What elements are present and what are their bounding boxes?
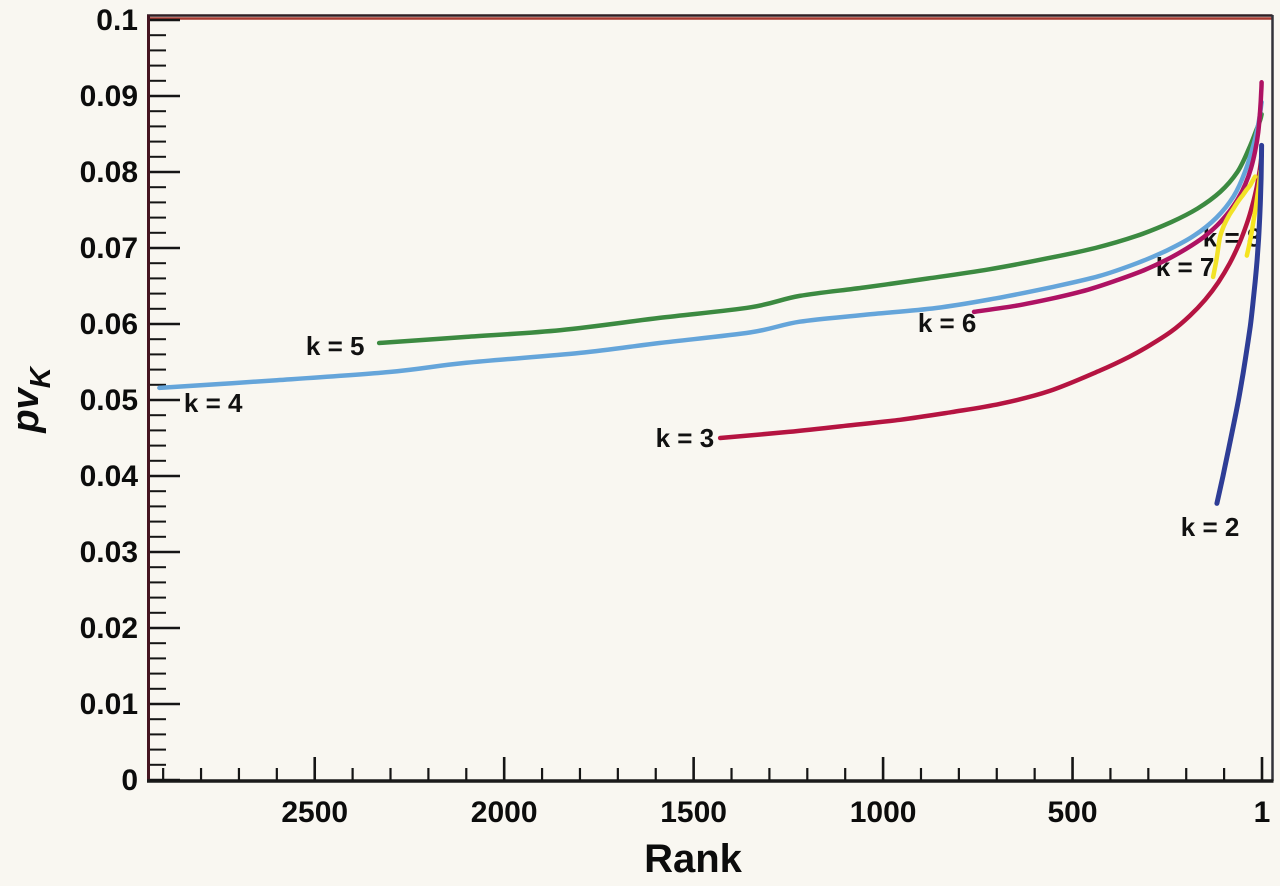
y-tick-label: 0.09 [80, 80, 138, 113]
curve-label-k=5: k = 5 [306, 331, 365, 361]
y-tick-label: 0.03 [80, 536, 138, 569]
curve-label-k=4: k = 4 [184, 388, 243, 418]
curve-labels: k = 5k = 4k = 3k = 6k = 7k = 8k = 2 [184, 222, 1261, 542]
curve-label-k=7: k = 7 [1156, 252, 1215, 282]
axis-tick-labels: 0 0.01 0.02 0.03 0.04 0.05 0.06 0.07 0.08 0.09 0.1… [80, 4, 1271, 829]
curve-label-k=3: k = 3 [656, 423, 715, 453]
y-tick-label: 0.08 [80, 156, 138, 189]
data-curves [157, 80, 1265, 506]
curve-k=7 [1210, 174, 1258, 280]
x-axis-title: Rank [644, 837, 743, 881]
x-tick-label: 1500 [660, 796, 727, 829]
y-tick-label: 0.07 [80, 232, 138, 265]
x-tick-label: 500 [1048, 796, 1098, 829]
y-tick-label: 0.04 [80, 460, 139, 493]
curve-k=2 [1214, 142, 1265, 506]
y-axis-title: pvK [5, 365, 57, 433]
curve-k=5 [376, 111, 1264, 346]
x-tick-label: 1000 [850, 796, 917, 829]
x-tick-label: 1 [1254, 796, 1271, 829]
curve-label-k=6: k = 6 [918, 308, 977, 338]
y-tick-label: 0.06 [80, 308, 138, 341]
curve-label-k=2: k = 2 [1181, 512, 1240, 542]
y-tick-label: 0.05 [80, 384, 138, 417]
y-tick-label: 0.1 [96, 4, 138, 37]
y-tick-label: 0.01 [80, 688, 138, 721]
x-tick-label: 2500 [281, 796, 348, 829]
y-tick-label: 0.02 [80, 612, 138, 645]
curve-k=6 [971, 80, 1264, 315]
y-tick-label: 0 [121, 764, 138, 797]
curve-k=4 [157, 99, 1264, 391]
curve-k=3 [717, 153, 1264, 441]
x-tick-label: 2000 [471, 796, 538, 829]
axis-ticks [150, 18, 1264, 782]
